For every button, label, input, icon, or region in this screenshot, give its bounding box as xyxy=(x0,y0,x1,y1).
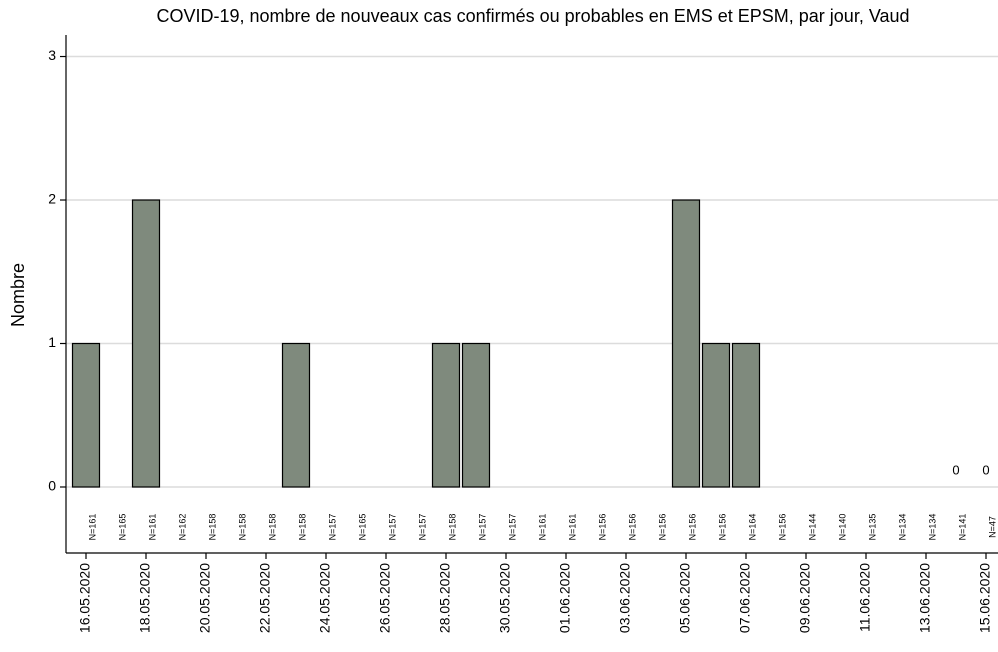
n-label: N=135 xyxy=(867,514,877,541)
value-label: 0 xyxy=(982,462,989,477)
bar xyxy=(701,342,731,488)
bar xyxy=(431,342,461,488)
bar xyxy=(461,342,491,488)
x-tick-label: 26.05.2020 xyxy=(377,563,393,633)
n-label: N=134 xyxy=(897,514,907,541)
x-tick-label: 03.06.2020 xyxy=(617,563,633,633)
n-label: N=156 xyxy=(597,514,607,541)
n-label: N=156 xyxy=(657,514,667,541)
n-label: N=162 xyxy=(177,514,187,541)
n-label: N=156 xyxy=(777,514,787,541)
y-tick-label: 1 xyxy=(48,334,56,350)
n-label: N=134 xyxy=(927,514,937,541)
y-tick-label: 3 xyxy=(48,47,56,63)
n-label: N=158 xyxy=(297,514,307,541)
x-tick-label: 09.06.2020 xyxy=(797,563,813,633)
x-tick-label: 15.06.2020 xyxy=(977,563,993,633)
n-label: N=156 xyxy=(717,514,727,541)
n-label: N=157 xyxy=(417,514,427,541)
n-label: N=140 xyxy=(837,514,847,541)
n-label: N=161 xyxy=(147,514,157,541)
y-axis-label: Nombre xyxy=(8,263,28,327)
x-tick-label: 13.06.2020 xyxy=(917,563,933,633)
n-label: N=161 xyxy=(537,514,547,541)
y-tick-label: 2 xyxy=(48,191,56,207)
x-tick-label: 16.05.2020 xyxy=(77,563,93,633)
x-tick-label: 30.05.2020 xyxy=(497,563,513,633)
x-tick-label: 24.05.2020 xyxy=(317,563,333,633)
n-label: N=47 xyxy=(987,516,997,538)
x-tick-label: 05.06.2020 xyxy=(677,563,693,633)
bar xyxy=(731,342,761,488)
n-label: N=158 xyxy=(447,514,457,541)
n-label: N=141 xyxy=(957,514,967,541)
bar xyxy=(131,199,161,488)
x-tick-label: 28.05.2020 xyxy=(437,563,453,633)
value-label: 0 xyxy=(952,462,959,477)
x-tick-label: 20.05.2020 xyxy=(197,563,213,633)
n-label: N=144 xyxy=(807,514,817,541)
n-label: N=161 xyxy=(87,514,97,541)
x-tick-label: 22.05.2020 xyxy=(257,563,273,633)
n-label: N=156 xyxy=(687,514,697,541)
bar xyxy=(281,342,311,488)
bar xyxy=(71,342,101,488)
chart-title: COVID-19, nombre de nouveaux cas confirm… xyxy=(156,6,909,26)
n-label: N=158 xyxy=(267,514,277,541)
y-tick-label: 0 xyxy=(48,478,56,494)
n-label: N=165 xyxy=(357,514,367,541)
x-tick-label: 11.06.2020 xyxy=(857,563,873,632)
x-tick-label: 01.06.2020 xyxy=(557,563,573,633)
x-tick-label: 18.05.2020 xyxy=(137,563,153,633)
n-label: N=165 xyxy=(117,514,127,541)
n-label: N=157 xyxy=(327,514,337,541)
n-label: N=157 xyxy=(477,514,487,541)
n-label: N=157 xyxy=(387,514,397,541)
n-label: N=161 xyxy=(567,514,577,541)
n-label: N=157 xyxy=(507,514,517,541)
n-label: N=158 xyxy=(237,514,247,541)
n-label: N=156 xyxy=(627,514,637,541)
n-label: N=164 xyxy=(747,514,757,541)
x-tick-label: 07.06.2020 xyxy=(737,563,753,633)
n-label: N=158 xyxy=(207,514,217,541)
bar xyxy=(671,199,701,488)
